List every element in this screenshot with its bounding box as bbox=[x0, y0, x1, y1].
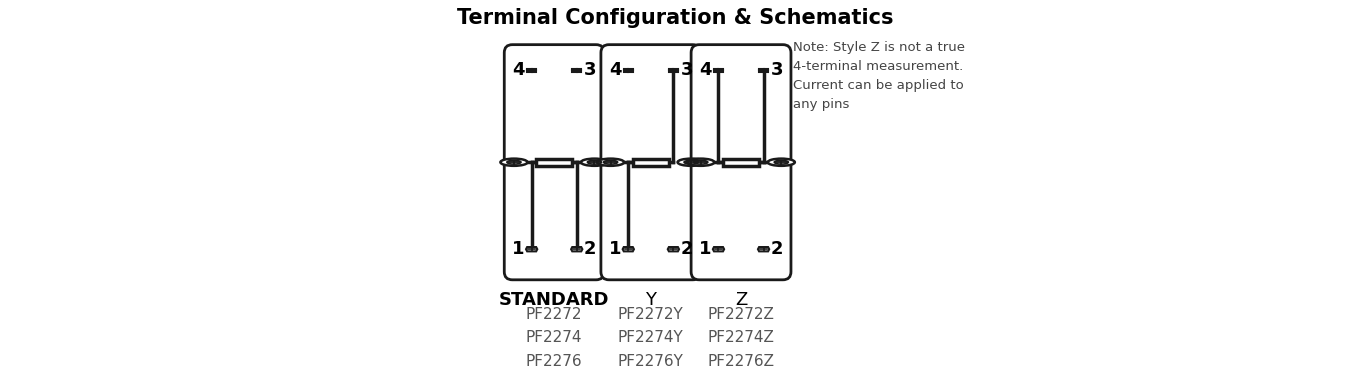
Text: PF2276: PF2276 bbox=[526, 353, 582, 368]
Ellipse shape bbox=[768, 159, 795, 166]
Text: 1: 1 bbox=[512, 240, 525, 258]
Bar bbox=[633, 159, 668, 166]
Polygon shape bbox=[757, 247, 769, 252]
Text: PF2272: PF2272 bbox=[526, 307, 582, 322]
FancyBboxPatch shape bbox=[601, 45, 701, 280]
Text: PF2272Y: PF2272Y bbox=[618, 307, 683, 322]
Text: 4: 4 bbox=[512, 61, 525, 79]
FancyBboxPatch shape bbox=[505, 45, 605, 280]
Polygon shape bbox=[526, 247, 537, 252]
Polygon shape bbox=[571, 247, 582, 252]
Text: PF2274Y: PF2274Y bbox=[618, 331, 683, 346]
Text: Y: Y bbox=[645, 291, 656, 309]
Text: STANDARD: STANDARD bbox=[500, 291, 609, 309]
Polygon shape bbox=[572, 69, 582, 71]
Text: PF2274: PF2274 bbox=[526, 331, 582, 346]
Text: 1: 1 bbox=[609, 240, 621, 258]
Ellipse shape bbox=[580, 159, 608, 166]
Polygon shape bbox=[668, 247, 679, 252]
Text: 2: 2 bbox=[680, 240, 693, 258]
Text: PF2276Y: PF2276Y bbox=[618, 353, 684, 368]
Polygon shape bbox=[759, 69, 768, 71]
Polygon shape bbox=[622, 247, 634, 252]
Text: 3: 3 bbox=[583, 61, 597, 79]
Bar bbox=[724, 159, 759, 166]
Polygon shape bbox=[526, 69, 536, 71]
Text: Note: Style Z is not a true
4-terminal measurement.
Current can be applied to
an: Note: Style Z is not a true 4-terminal m… bbox=[792, 41, 965, 111]
Text: 3: 3 bbox=[771, 61, 783, 79]
Text: 2: 2 bbox=[583, 240, 597, 258]
Ellipse shape bbox=[501, 159, 528, 166]
Ellipse shape bbox=[678, 159, 705, 166]
Bar bbox=[536, 159, 572, 166]
Text: PF2276Z: PF2276Z bbox=[707, 353, 775, 368]
Text: 1: 1 bbox=[699, 240, 711, 258]
Polygon shape bbox=[668, 69, 678, 71]
FancyBboxPatch shape bbox=[691, 45, 791, 280]
Text: 3: 3 bbox=[680, 61, 693, 79]
Text: Z: Z bbox=[734, 291, 747, 309]
Polygon shape bbox=[714, 69, 724, 71]
Text: Terminal Configuration & Schematics: Terminal Configuration & Schematics bbox=[456, 8, 894, 27]
Text: 4: 4 bbox=[699, 61, 711, 79]
Text: PF2274Z: PF2274Z bbox=[707, 331, 775, 346]
Polygon shape bbox=[713, 247, 724, 252]
Ellipse shape bbox=[597, 159, 624, 166]
Text: 4: 4 bbox=[609, 61, 621, 79]
Text: PF2272Z: PF2272Z bbox=[707, 307, 775, 322]
Polygon shape bbox=[624, 69, 633, 71]
Ellipse shape bbox=[687, 159, 714, 166]
Text: 2: 2 bbox=[771, 240, 783, 258]
